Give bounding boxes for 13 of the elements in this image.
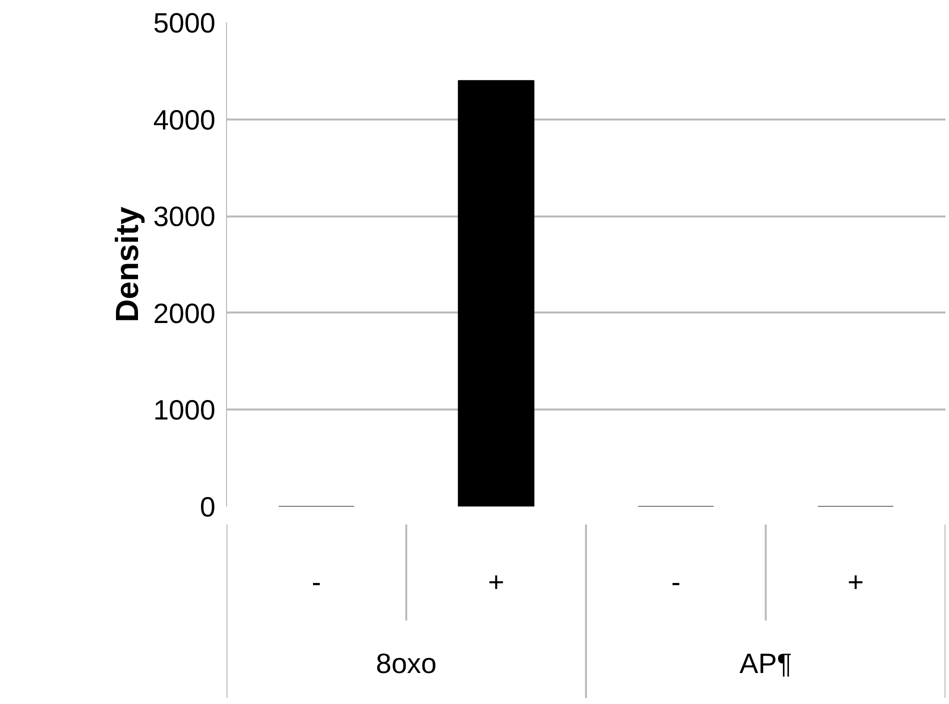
x-tick-label: -: [312, 566, 322, 598]
x-tick-label: -: [671, 566, 681, 598]
y-tick-label: 4000: [153, 104, 216, 136]
y-tick-label: 0: [200, 492, 216, 522]
y-tick-label: 5000: [153, 8, 216, 38]
x-tick-label: +: [847, 566, 864, 598]
text: 8oxo: [376, 648, 437, 679]
y-tick-label: 3000: [153, 201, 216, 232]
y-axis-title: Density: [109, 206, 146, 322]
text: AP¶: [740, 648, 792, 679]
y-tick-label: 2000: [153, 298, 216, 329]
y-tick-label: 1000: [153, 394, 216, 426]
x-tick-label: +: [488, 566, 504, 598]
